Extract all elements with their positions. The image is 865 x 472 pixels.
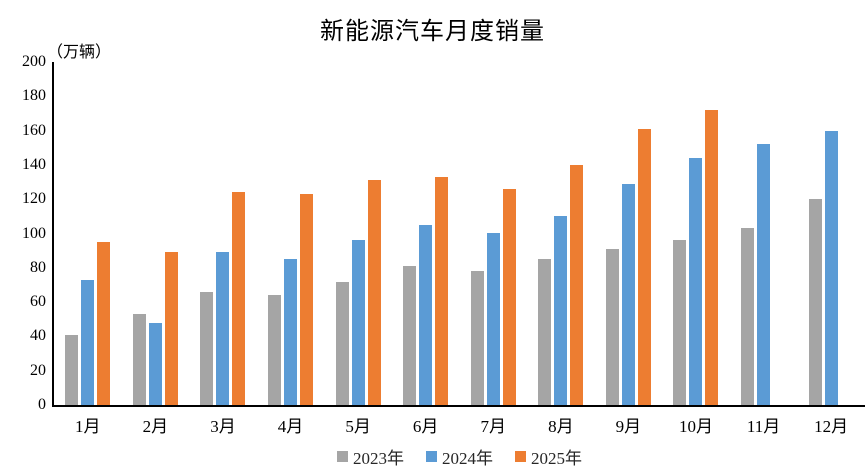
bar-2025年-3月 <box>232 192 246 405</box>
bar-group-11月 <box>730 62 798 405</box>
bar-group-10月 <box>662 62 730 405</box>
x-axis-label: 8月 <box>548 417 574 436</box>
bar-2023年-12月 <box>808 199 822 405</box>
bar-group-6月 <box>392 62 460 405</box>
x-axis-label: 10月 <box>678 417 713 436</box>
bar-group-7月 <box>459 62 527 405</box>
bar-2023年-1月 <box>65 335 79 405</box>
legend-swatch-icon <box>337 451 348 462</box>
y-tick-label: 140 <box>22 155 46 173</box>
bar-2025年-2月 <box>164 252 178 405</box>
y-axis-unit-label: （万辆） <box>47 44 112 61</box>
bar-group-5月 <box>324 62 392 405</box>
bar-2023年-5月 <box>335 282 349 405</box>
legend-item-2023年: 2023年 <box>337 444 404 469</box>
y-tick-label: 200 <box>22 53 46 70</box>
bar-2025年-6月 <box>435 177 449 405</box>
y-tick-label: 60 <box>30 293 46 311</box>
x-axis-label: 7月 <box>480 417 507 436</box>
bar-2024年-8月 <box>554 216 568 405</box>
bar-2024年-1月 <box>81 280 95 405</box>
bar-2023年-2月 <box>132 314 146 405</box>
bar-2023年-8月 <box>538 259 552 405</box>
legend-label: 2023年 <box>353 449 404 468</box>
x-axis-label: 3月 <box>210 417 236 436</box>
bar-2025年-4月 <box>300 194 314 405</box>
x-axis-labels: 1月 2月 3月 4月 5月 6月 7月 8月 9月 10月 11月 12月 <box>54 412 865 437</box>
y-tick-label: 100 <box>22 224 46 242</box>
x-axis-label: 12月 <box>814 417 849 436</box>
x-axis-line <box>52 405 865 407</box>
bar-2023年-11月 <box>741 228 755 405</box>
bar-2024年-3月 <box>216 252 230 405</box>
bar-2024年-4月 <box>284 259 298 405</box>
y-tick-label: 0 <box>38 396 46 413</box>
x-axis-label: 4月 <box>277 417 304 436</box>
legend-item-2025年: 2025年 <box>515 444 582 469</box>
bar-2023年-10月 <box>673 240 687 405</box>
bar-2024年-12月 <box>824 131 838 405</box>
y-tick-label: 80 <box>30 258 46 276</box>
bar-group-3月 <box>189 62 257 405</box>
bar-group-4月 <box>257 62 325 405</box>
bar-2024年-7月 <box>486 233 500 405</box>
bar-group-12月 <box>797 62 865 405</box>
legend-label: 2025年 <box>531 449 582 468</box>
x-axis-label: 9月 <box>615 417 642 436</box>
bar-2024年-9月 <box>621 184 635 405</box>
bar-2025年-5月 <box>367 180 381 405</box>
bar-2024年-11月 <box>757 144 771 405</box>
bar-2024年-5月 <box>351 240 365 405</box>
plot-area <box>54 62 865 405</box>
legend-item-2024年: 2024年 <box>426 444 493 469</box>
bar-2023年-9月 <box>605 249 619 405</box>
y-tick-label: 40 <box>30 327 46 345</box>
y-tick-label: 180 <box>22 87 46 105</box>
bar-2025年-9月 <box>637 129 651 405</box>
bar-group-1月 <box>54 62 122 405</box>
legend-label: 2024年 <box>442 449 493 468</box>
x-axis-label: 6月 <box>412 417 439 436</box>
x-axis-label: 1月 <box>75 417 101 436</box>
legend-swatch-icon <box>426 451 437 462</box>
bar-2025年-10月 <box>705 110 719 405</box>
y-tick-label: 120 <box>22 190 46 208</box>
legend-swatch-icon <box>515 451 526 462</box>
bar-2025年-8月 <box>570 165 584 405</box>
bar-group-8月 <box>527 62 595 405</box>
x-axis-label: 2月 <box>142 417 169 436</box>
legend: 2023年 2024年 2025年 <box>54 444 865 469</box>
chart-title: 新能源汽车月度销量 <box>320 19 545 45</box>
bar-group-9月 <box>595 62 663 405</box>
y-tick-label: 160 <box>22 121 46 139</box>
bar-2024年-10月 <box>689 158 703 405</box>
bar-2024年-2月 <box>148 323 162 405</box>
bar-2023年-4月 <box>268 295 282 405</box>
y-tick-label: 20 <box>30 361 46 379</box>
bar-2023年-6月 <box>403 266 417 405</box>
bar-2025年-1月 <box>97 242 111 405</box>
bar-2024年-6月 <box>419 225 433 405</box>
bar-2025年-7月 <box>502 189 516 405</box>
x-axis-label: 11月 <box>746 417 781 436</box>
bar-group-2月 <box>122 62 190 405</box>
bar-2023年-7月 <box>470 271 484 405</box>
y-axis-line <box>52 62 54 407</box>
bar-2023年-3月 <box>200 292 214 405</box>
x-axis-label: 5月 <box>345 417 371 436</box>
